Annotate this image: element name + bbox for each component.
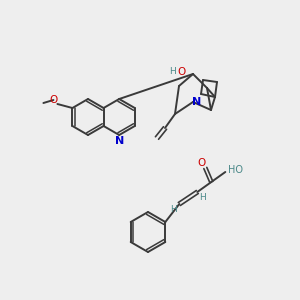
Text: N: N [192,97,202,107]
Text: O: O [197,158,206,168]
Text: O: O [49,95,58,105]
Text: H: H [170,205,177,214]
Text: H: H [199,193,206,202]
Text: H: H [169,68,176,76]
Text: O: O [177,67,185,77]
Text: N: N [115,136,124,146]
Text: HO: HO [228,165,243,175]
